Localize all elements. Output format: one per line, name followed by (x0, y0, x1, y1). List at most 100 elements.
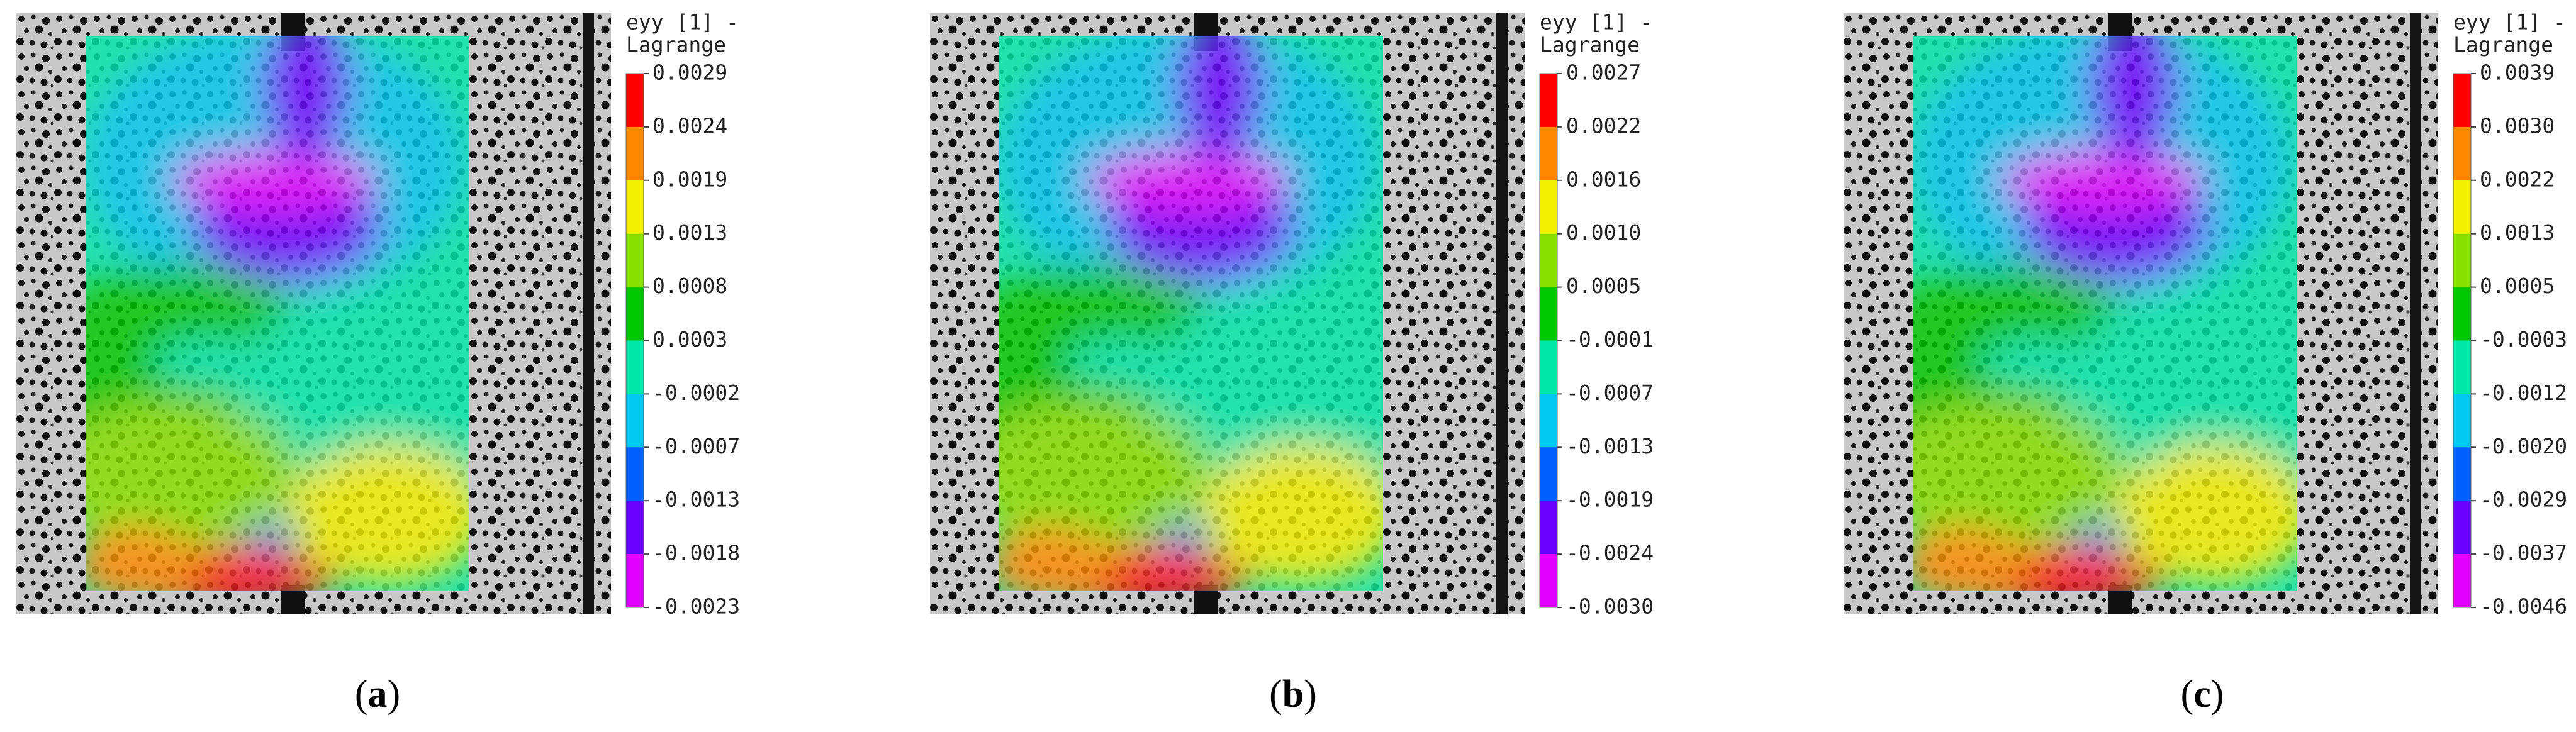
colorbar-band (626, 447, 644, 501)
colorbar-band (2453, 126, 2471, 181)
caption-letter: c (2193, 673, 2211, 716)
colorbar-tick-label: 0.0024 (652, 113, 727, 138)
strain-region (2114, 445, 2297, 584)
colorbar-band (2453, 394, 2471, 448)
colorbar-band (2453, 233, 2471, 288)
colorbar-tick-label: -0.0030 (1566, 594, 1654, 619)
colorbar-band (2453, 74, 2471, 128)
caption: (c) (2181, 673, 2224, 716)
colorbar-tick-label: -0.0003 (2480, 327, 2567, 352)
colorbar-tick-label: 0.0003 (652, 327, 727, 352)
colorbar-band (2453, 447, 2471, 501)
colorbar-band (1540, 554, 1557, 608)
colorbar-band (1540, 340, 1557, 394)
colorbar-title: eyy [1] - (1540, 10, 1652, 35)
colorbar-band (626, 126, 644, 181)
overlay-blobs (1913, 36, 2297, 591)
colorbar-band (1540, 180, 1557, 235)
colorbar-band (1540, 126, 1557, 181)
overlay-content (1913, 36, 2297, 591)
colorbar-band (626, 233, 644, 288)
panel (1844, 13, 2438, 614)
strain-overlay (999, 36, 1383, 591)
fixture-edge (2410, 13, 2421, 614)
colorbar-tick-label: 0.0005 (1566, 274, 1641, 298)
colorbar-tick-label: 0.0027 (1566, 60, 1641, 85)
overlay-content (86, 36, 469, 591)
strain-overlay (1913, 36, 2297, 591)
overlay-blobs (999, 36, 1383, 591)
colorbar-band (626, 287, 644, 341)
colorbar-band (1540, 287, 1557, 341)
colorbar-tick-label: -0.0013 (652, 487, 740, 512)
strain-region (86, 527, 199, 591)
caption-close: ) (1304, 673, 1317, 716)
colorbar-band (1540, 394, 1557, 448)
colorbar-tick-label: -0.0013 (1566, 434, 1654, 458)
colorbar-band (2453, 501, 2471, 555)
colorbar-tick-label: -0.0029 (2480, 487, 2567, 512)
colorbar-tick-label: -0.0007 (652, 434, 740, 458)
panel (16, 13, 611, 614)
colorbar-band (1540, 233, 1557, 288)
caption-close: ) (388, 673, 401, 716)
colorbar-tick-label: 0.0029 (652, 60, 727, 85)
colorbar-tick-label: -0.0019 (1566, 487, 1654, 512)
overlay-blobs (86, 36, 469, 591)
colorbar-tick-label: 0.0030 (2480, 113, 2555, 138)
strain-region (86, 401, 300, 552)
colorbar-band (626, 340, 644, 394)
caption-open: ( (2181, 673, 2194, 716)
colorbar-band (1540, 74, 1557, 128)
colorbar-tick-label: 0.0005 (2480, 274, 2555, 298)
colorbar-tick-label: 0.0013 (2480, 220, 2555, 245)
colorbar-band (626, 501, 644, 555)
colorbar-tick-label: -0.0002 (652, 380, 740, 405)
colorbar-title: Lagrange (2453, 33, 2553, 57)
caption-open: ( (1269, 673, 1282, 716)
strain-region (2089, 36, 2177, 162)
colorbar-tick-label: 0.0008 (652, 274, 727, 298)
strain-region (174, 150, 375, 213)
strain-region (155, 338, 268, 389)
strain-region (1913, 401, 2127, 552)
colorbar-tick-label: -0.0012 (2480, 380, 2567, 405)
colorbar-band (1540, 501, 1557, 555)
strain-region (1175, 36, 1263, 162)
colorbar-tick-label: 0.0022 (2480, 167, 2555, 191)
strain-region (2001, 150, 2202, 213)
panel (930, 13, 1525, 614)
colorbar-tick-label: -0.0023 (652, 594, 740, 619)
colorbar-band (2453, 554, 2471, 608)
strain-region (287, 445, 469, 584)
strain-region (1201, 445, 1383, 584)
colorbar-band (626, 180, 644, 235)
strain-region (262, 36, 350, 162)
colorbar-tick-label: 0.0019 (652, 167, 727, 191)
strain-region (999, 527, 1112, 591)
colorbar-tick-label: 0.0039 (2480, 60, 2555, 85)
strain-overlay (86, 36, 469, 591)
colorbar-title: Lagrange (626, 33, 726, 57)
colorbar-band (626, 554, 644, 608)
colorbar-tick-label: -0.0020 (2480, 434, 2567, 458)
colorbar-band (626, 74, 644, 128)
colorbar-band (626, 394, 644, 448)
caption: (a) (355, 673, 400, 716)
strain-region (1068, 338, 1182, 389)
colorbar-tick-label: 0.0013 (652, 220, 727, 245)
colorbar-band (2453, 287, 2471, 341)
colorbar-tick-label: -0.0001 (1566, 327, 1654, 352)
colorbar-band (2453, 180, 2471, 235)
colorbar-band (2453, 340, 2471, 394)
fixture-edge (1496, 13, 1508, 614)
colorbar-tick-label: 0.0022 (1566, 113, 1641, 138)
caption: (b) (1269, 673, 1317, 716)
colorbar-tick-label: -0.0024 (1566, 541, 1654, 565)
strain-region (1982, 338, 2095, 389)
strain-region (1087, 150, 1289, 213)
strain-region (1913, 527, 2026, 591)
caption-letter: a (368, 673, 388, 716)
